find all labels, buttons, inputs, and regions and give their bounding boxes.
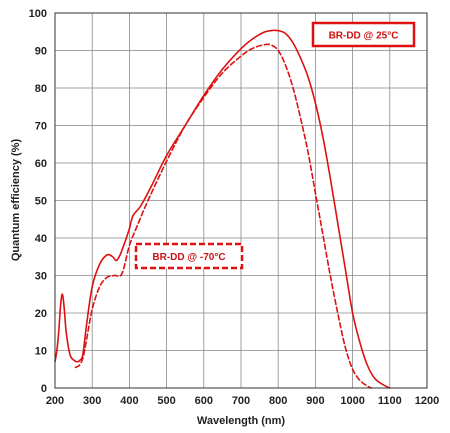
x-tick-labels: 200 300 400 500 600 700 800 900 1000 1100 1200 — [46, 395, 439, 407]
x-tick-label: 1100 — [378, 395, 402, 407]
y-tick-label: 40 — [35, 233, 47, 245]
x-tick-label: 200 — [46, 395, 64, 407]
x-tick-label: 1200 — [415, 395, 439, 407]
y-tick-label: 30 — [35, 271, 47, 283]
y-tick-label: 50 — [35, 196, 47, 208]
x-tick-label: 500 — [157, 395, 175, 407]
y-tick-label: 60 — [35, 158, 47, 170]
legend-25c-box — [311, 21, 416, 48]
x-axis-label: Wavelength (nm) — [197, 415, 286, 427]
x-tick-label: 300 — [83, 395, 101, 407]
x-tick-label: 700 — [232, 395, 250, 407]
y-tick-label: 10 — [35, 346, 47, 358]
data-series — [54, 29, 391, 389]
legend-minus70c: BR-DD @ -70°C — [134, 242, 244, 270]
y-tick-labels: 0 10 20 30 40 50 60 70 80 90 100 — [29, 8, 47, 395]
y-tick-label: 100 — [29, 8, 47, 20]
x-tick-label: 400 — [120, 395, 138, 407]
x-tick-label: 800 — [269, 395, 287, 407]
x-tick-label: 1000 — [340, 395, 364, 407]
series-line-minus70c — [74, 43, 372, 389]
y-tick-label: 70 — [35, 121, 47, 133]
legend-minus70c-box — [134, 242, 244, 270]
y-tick-label: 0 — [41, 383, 47, 395]
series-line-25c — [54, 29, 391, 389]
x-tick-label: 600 — [195, 395, 213, 407]
y-tick-label: 90 — [35, 46, 47, 58]
plot-frame — [54, 12, 428, 389]
legend-25c: BR-DD @ 25°C — [311, 21, 416, 48]
y-tick-label: 20 — [35, 308, 47, 320]
y-tick-label: 80 — [35, 83, 47, 95]
legend-25c-label: BR-DD @ 25°C — [329, 31, 399, 42]
y-axis-label: Quantum efficiency (%) — [10, 139, 22, 262]
x-tick-label: 900 — [306, 395, 324, 407]
legend-minus70c-label: BR-DD @ -70°C — [152, 252, 225, 263]
